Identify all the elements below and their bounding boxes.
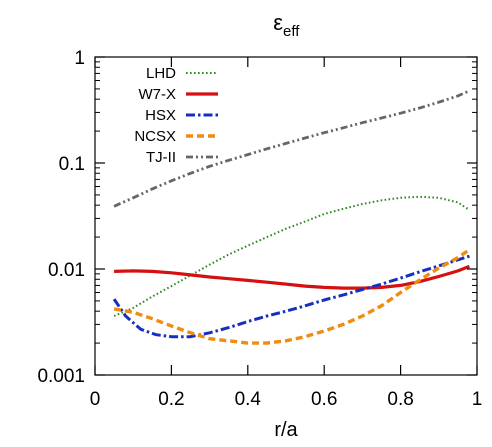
chart-title: ε [273, 10, 283, 35]
legend-label-w7-x: W7-X [139, 86, 177, 103]
legend-label-tj-ii: TJ-II [146, 149, 176, 166]
legend-label-lhd: LHD [146, 65, 176, 82]
series-line-tj-ii [113, 89, 470, 208]
series-line-hsx [112, 254, 470, 339]
x-tick-label: 0.2 [158, 389, 184, 410]
legend-label-ncsx: NCSX [134, 128, 176, 145]
x-tick-label: 0.8 [387, 389, 413, 410]
plot-frame [94, 56, 478, 376]
series-line-lhd [113, 195, 470, 317]
x-tick-label: 0 [90, 389, 101, 410]
x-tick-label: 1 [472, 389, 483, 410]
x-axis-label: r/a [274, 419, 298, 441]
y-tick-label: 1 [74, 48, 85, 69]
y-tick-label: 0.1 [59, 154, 85, 175]
legend-label-hsx: HSX [145, 107, 176, 124]
legend: LHD W7-X HSX NCSX TJ-II [134, 65, 218, 166]
x-axis: 0 0.2 0.4 0.6 0.8 1 [90, 57, 483, 410]
x-tick-label: 0.4 [235, 389, 262, 410]
series-line-w7-x [114, 264, 470, 290]
plot-series-group [112, 89, 471, 345]
chart-title-subscript: eff [283, 23, 300, 40]
series-line-ncsx [113, 248, 471, 345]
y-axis: 0.001 0.01 0.1 1 [37, 48, 477, 387]
y-tick-label: 0.01 [48, 260, 85, 281]
x-tick-label: 0.6 [311, 389, 337, 410]
y-tick-label: 0.001 [37, 366, 85, 387]
